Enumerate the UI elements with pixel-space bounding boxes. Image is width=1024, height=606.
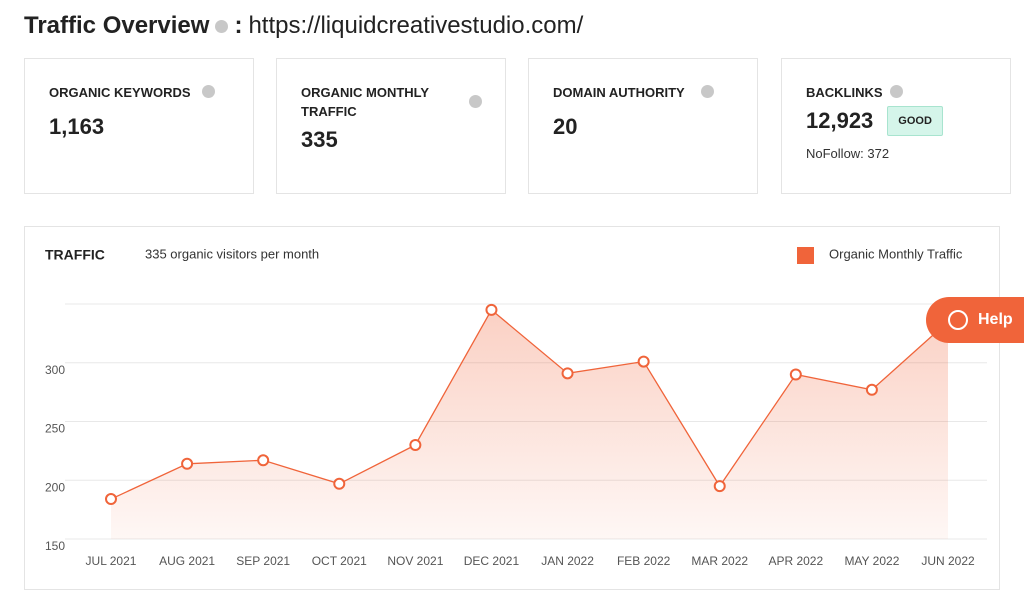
separator: : xyxy=(234,12,243,39)
point xyxy=(561,367,574,380)
area xyxy=(111,309,948,539)
chart: TRAFFIC 335 organic visitors per month 1… xyxy=(45,246,987,568)
x-tick-label: MAY 2022 xyxy=(844,554,899,568)
card: BACKLINKS 12,923 GOOD NoFollow: 372 xyxy=(781,58,1011,194)
card-value: 335 xyxy=(301,127,338,152)
info-icon[interactable] xyxy=(701,85,714,98)
legend-swatch xyxy=(797,247,814,264)
info-icon[interactable] xyxy=(215,19,229,33)
note: NoFollow: 372 xyxy=(806,146,986,161)
card-value-row: 12,923 GOOD xyxy=(806,106,986,136)
point xyxy=(713,480,726,493)
x-tick-label: APR 2022 xyxy=(768,554,823,568)
chart-title: TRAFFIC xyxy=(45,247,105,263)
card-label: BACKLINKS xyxy=(806,85,883,100)
help-label: Help xyxy=(978,311,1013,328)
x-tick-label: FEB 2022 xyxy=(617,554,671,568)
help-icon xyxy=(948,310,968,330)
x-tick-label: JUN 2022 xyxy=(921,554,975,568)
card-label: DOMAIN AUTHORITY xyxy=(553,85,685,100)
point xyxy=(181,457,194,470)
legend-label: Organic Monthly Traffic xyxy=(829,246,963,261)
help-button[interactable]: Help xyxy=(926,297,1024,343)
y-tick-label: 200 xyxy=(45,480,65,494)
x-tick-label: AUG 2021 xyxy=(159,554,215,568)
point xyxy=(105,493,117,506)
header: Traffic Overview : https://liquidcreativ… xyxy=(24,12,583,40)
card-value: 12,923 xyxy=(806,108,874,133)
card-value: 1,163 xyxy=(49,114,105,139)
chart-panel: TRAFFIC 335 organic visitors per month 1… xyxy=(24,226,1000,590)
note-value: 372 xyxy=(867,146,890,161)
url: https://liquidcreativestudio.com/ xyxy=(248,12,584,39)
card-label: ORGANIC KEYWORDS xyxy=(49,85,191,100)
point xyxy=(637,355,650,368)
card: ORGANIC KEYWORDS 1,163 xyxy=(24,58,254,194)
x-tick-label: SEP 2021 xyxy=(236,554,290,568)
note-label: NoFollow: xyxy=(806,146,864,161)
card: DOMAIN AUTHORITY 20 xyxy=(528,58,758,194)
point xyxy=(789,368,802,381)
info-icon[interactable] xyxy=(202,85,215,98)
x-tick-label: DEC 2021 xyxy=(464,554,520,568)
y-tick-label: 250 xyxy=(45,422,65,436)
point xyxy=(257,454,270,467)
point xyxy=(333,477,346,490)
point xyxy=(485,303,498,316)
point xyxy=(409,439,422,451)
info-icon[interactable] xyxy=(890,85,903,98)
y-tick-label: 300 xyxy=(45,363,65,377)
x-tick-label: OCT 2021 xyxy=(312,554,367,568)
point xyxy=(865,383,878,396)
x-tick-label: NOV 2021 xyxy=(387,554,443,568)
x-tick-label: JAN 2022 xyxy=(541,554,594,568)
x-tick-label: JUL 2021 xyxy=(86,554,137,568)
card-value: 20 xyxy=(553,114,578,139)
chart-subtitle: 335 organic visitors per month xyxy=(145,246,319,261)
page-title: Traffic Overview xyxy=(24,12,210,39)
line xyxy=(110,308,949,500)
badge: GOOD xyxy=(887,106,943,136)
y-tick-label: 150 xyxy=(45,539,65,553)
x-tick-label: MAR 2022 xyxy=(691,554,748,568)
card: ORGANIC MONTHLY TRAFFIC 335 xyxy=(276,58,506,194)
info-icon[interactable] xyxy=(469,95,482,108)
card-label: ORGANIC MONTHLY TRAFFIC xyxy=(301,85,429,119)
